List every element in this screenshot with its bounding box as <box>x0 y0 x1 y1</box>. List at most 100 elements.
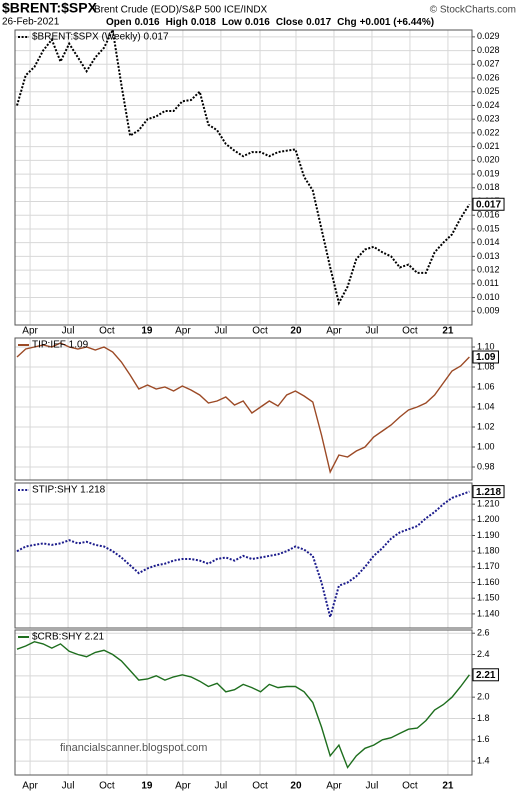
credit: © StockCharts.com <box>430 5 516 16</box>
y-tick-label: 2.6 <box>477 628 490 638</box>
x-tick-label: Oct <box>99 781 115 792</box>
y-tick-label: 0.028 <box>477 45 500 55</box>
x-tick-label: Oct <box>402 326 418 337</box>
y-tick-label: 0.011 <box>477 278 499 288</box>
x-tick-label: 19 <box>141 326 153 337</box>
y-tick-label: 0.014 <box>477 237 500 247</box>
y-tick-label: 0.021 <box>477 141 500 151</box>
x-tick-label: 19 <box>141 781 153 792</box>
panel-frame <box>14 629 473 776</box>
field-label: High <box>166 17 188 28</box>
y-tick-label: 1.200 <box>477 514 500 524</box>
y-tick-label: 0.022 <box>477 127 500 137</box>
y-tick-label: 2.0 <box>477 692 490 702</box>
x-tick-label: Jul <box>214 781 227 792</box>
y-tick-label: 1.160 <box>477 577 500 587</box>
series-line <box>16 342 470 475</box>
series-line <box>16 640 470 769</box>
description: Brent Crude (EOD)/S&P 500 ICE/INDX <box>94 5 268 16</box>
legend-label: $CRB:SHY 2.21 <box>32 632 105 643</box>
y-tick-label: 0.027 <box>477 59 500 69</box>
y-tick-label: 1.210 <box>477 499 500 509</box>
y-tick-label: 1.10 <box>477 341 495 351</box>
x-tick-label: Apr <box>175 326 191 337</box>
y-tick-label: 0.015 <box>477 223 500 233</box>
watermark: financialscanner.blogspot.com <box>60 742 207 754</box>
x-tick-label: 20 <box>290 781 302 792</box>
last-value-box <box>472 197 505 211</box>
y-tick-label: 1.180 <box>477 546 500 556</box>
y-tick-label: 0.029 <box>477 31 500 41</box>
panel-frame <box>14 29 473 326</box>
y-tick-label: 1.08 <box>477 361 495 371</box>
y-tick-label: 0.018 <box>477 182 500 192</box>
y-tick-label: 1.6 <box>477 734 490 744</box>
x-tick-label: Jul <box>62 781 75 792</box>
x-tick-label: Apr <box>175 781 191 792</box>
x-tick-label: Oct <box>402 781 418 792</box>
y-tick-label: 1.8 <box>477 713 490 723</box>
date: 26-Feb-2021 <box>2 17 60 28</box>
panel-frame <box>14 337 473 481</box>
x-tick-label: Jul <box>366 781 379 792</box>
x-tick-label: 21 <box>442 326 454 337</box>
x-tick-label: Apr <box>22 326 38 337</box>
x-tick-label: Jul <box>366 326 379 337</box>
y-tick-label: 0.98 <box>477 461 495 471</box>
field-label: Low <box>222 17 242 28</box>
x-tick-label: 21 <box>442 781 454 792</box>
panel-frame <box>14 482 473 629</box>
y-tick-label: 1.06 <box>477 381 495 391</box>
last-value-label: 1.218 <box>476 487 501 498</box>
y-tick-label: 1.04 <box>477 401 495 411</box>
series-line <box>16 490 470 621</box>
x-tick-label: Oct <box>252 781 268 792</box>
x-tick-label: Apr <box>326 326 342 337</box>
x-tick-label: Jul <box>214 326 227 337</box>
y-tick-label: 2.4 <box>477 649 490 659</box>
x-tick-label: Apr <box>22 781 38 792</box>
y-tick-label: 1.140 <box>477 608 500 618</box>
y-tick-label: 0.024 <box>477 100 500 110</box>
x-tick-label: Jul <box>62 326 75 337</box>
field-label: Chg <box>337 17 356 28</box>
y-tick-label: 0.016 <box>477 210 500 220</box>
last-value-label: 1.09 <box>476 352 496 363</box>
y-tick-label: 1.00 <box>477 441 495 451</box>
y-tick-label: 0.010 <box>477 292 500 302</box>
y-tick-label: 1.190 <box>477 530 500 540</box>
field-value: 0.017 <box>306 17 331 28</box>
last-value-box <box>472 668 499 682</box>
y-tick-label: 0.009 <box>477 306 500 316</box>
y-tick-label: 0.023 <box>477 114 500 124</box>
y-tick-label: 1.4 <box>477 756 490 766</box>
y-tick-label: 1.150 <box>477 593 500 603</box>
field-value: 0.016 <box>135 17 160 28</box>
last-value-box <box>472 350 499 364</box>
series-line <box>16 26 471 306</box>
x-tick-label: Oct <box>99 326 115 337</box>
legend-label: $BRENT:$SPX (Weekly) 0.017 <box>32 32 169 43</box>
last-value-label: 2.21 <box>476 670 496 681</box>
x-tick-label: Apr <box>326 781 342 792</box>
last-value-box <box>472 485 505 499</box>
field-label: Open <box>106 17 132 28</box>
legend-label: STIP:SHY 1.218 <box>32 485 106 496</box>
symbol: $BRENT:$SPX <box>2 0 98 16</box>
y-tick-label: 1.02 <box>477 421 495 431</box>
field-value: +0.001 (+6.44%) <box>360 17 435 28</box>
y-tick-label: 0.013 <box>477 251 500 261</box>
y-tick-label: 0.026 <box>477 72 500 82</box>
quote-fields: Open 0.016 High 0.018 Low 0.016 Close 0.017 Chg +… <box>106 17 434 28</box>
field-value: 0.016 <box>245 17 270 28</box>
field-value: 0.018 <box>191 17 216 28</box>
y-tick-label: 1.170 <box>477 561 500 571</box>
x-tick-label: Oct <box>252 326 268 337</box>
legend-label: TIP:IEF 1.09 <box>32 340 89 351</box>
x-tick-label: 20 <box>290 326 302 337</box>
y-tick-label: 0.020 <box>477 155 500 165</box>
y-tick-label: 0.019 <box>477 168 500 178</box>
y-tick-label: 0.025 <box>477 86 500 96</box>
y-tick-label: 0.012 <box>477 264 500 274</box>
